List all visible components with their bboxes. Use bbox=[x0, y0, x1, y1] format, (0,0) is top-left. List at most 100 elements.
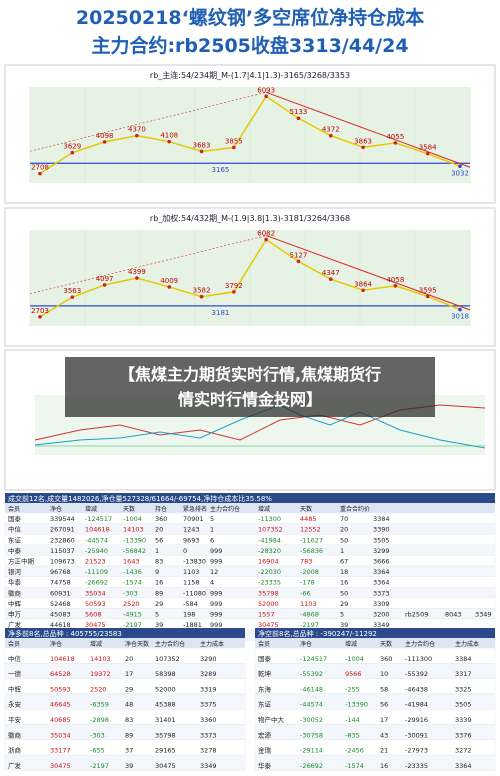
table-cell: -111300 bbox=[405, 655, 432, 663]
price-point bbox=[425, 151, 430, 156]
banner-text: 情实时行情金投网】 bbox=[178, 390, 322, 409]
table-header: 主力合约仓 bbox=[405, 640, 435, 648]
price-label: 5127 bbox=[290, 251, 308, 259]
table-row-bg bbox=[4, 523, 496, 535]
price-label: 4399 bbox=[128, 268, 146, 276]
table-cell: -11300 bbox=[258, 515, 281, 523]
table-cell: 30475 bbox=[155, 762, 176, 770]
table-cell: 50 bbox=[340, 589, 348, 597]
table-cell: 3390 bbox=[373, 526, 390, 534]
table-cell: 35798 bbox=[258, 589, 279, 597]
trend-line bbox=[265, 235, 471, 311]
table-header: 增减 bbox=[345, 640, 357, 648]
table-cell: 29165 bbox=[155, 747, 176, 755]
table-cell: 华泰 bbox=[258, 761, 272, 770]
table-cell: 5 bbox=[340, 611, 344, 619]
trend-line bbox=[265, 91, 471, 168]
table-cell: -1004 bbox=[123, 515, 142, 523]
table-cell: -11109 bbox=[85, 568, 108, 576]
price-point bbox=[393, 284, 398, 288]
table-header: 净仓 bbox=[50, 640, 62, 648]
price-point bbox=[264, 237, 268, 242]
price-label: 4347 bbox=[322, 269, 340, 277]
table-cell: -46438 bbox=[405, 685, 428, 693]
table-cell: -56842 bbox=[123, 547, 146, 555]
table-cell: -23335 bbox=[405, 762, 428, 770]
price-point bbox=[232, 145, 236, 150]
table-cell: -13830 bbox=[183, 558, 206, 566]
table-cell: 999 bbox=[210, 600, 222, 608]
table-cell: 3364 bbox=[373, 579, 390, 587]
table-title-bar bbox=[5, 493, 495, 503]
table-cell: 19372 bbox=[90, 670, 111, 678]
table-header: 净仓天数 bbox=[125, 640, 149, 648]
table-cell: -55392 bbox=[405, 670, 428, 678]
price-point bbox=[199, 149, 204, 154]
table-cell: 30475 bbox=[50, 762, 71, 770]
table-cell: 国泰 bbox=[8, 514, 22, 523]
table-cell: -2456 bbox=[345, 747, 364, 755]
price-label: 3018 bbox=[451, 313, 469, 321]
table-header: 增减 bbox=[90, 640, 102, 648]
table-cell: 16 bbox=[380, 762, 388, 770]
table-title-bar bbox=[5, 628, 245, 638]
table-cell: -30758 bbox=[300, 731, 323, 739]
table-cell: 3505 bbox=[373, 536, 390, 544]
price-point bbox=[70, 150, 75, 155]
price-line bbox=[39, 238, 461, 318]
table-cell: 平安 bbox=[8, 715, 22, 724]
table-cell: 3505 bbox=[455, 701, 472, 709]
table-cell: 999 bbox=[210, 611, 222, 619]
table-cell: -23335 bbox=[258, 579, 281, 587]
table-cell: 1158 bbox=[183, 579, 200, 587]
price-label: 6082 bbox=[257, 230, 275, 238]
table-cell: -1881 bbox=[183, 621, 202, 629]
table-cell: -655 bbox=[90, 747, 105, 755]
table-cell: 5608 bbox=[85, 611, 102, 619]
table-cell: -303 bbox=[123, 589, 138, 597]
table-cell: 43 bbox=[380, 731, 388, 739]
table-cell: 39 bbox=[125, 762, 133, 770]
trend-line bbox=[29, 92, 267, 152]
price-label: 3584 bbox=[419, 144, 437, 152]
price-label: 4055 bbox=[386, 133, 404, 141]
table-cell: -27973 bbox=[405, 747, 428, 755]
table-cell: 物产中大 bbox=[258, 715, 285, 724]
table-cell: 16 bbox=[155, 579, 163, 587]
table-cell: 33177 bbox=[50, 747, 71, 755]
table-cell: 中信 bbox=[8, 525, 22, 534]
table-cell: -584 bbox=[183, 600, 198, 608]
table-cell: -835 bbox=[345, 731, 360, 739]
table-cell: 109673 bbox=[50, 558, 75, 566]
table-cell: 6 bbox=[210, 536, 214, 544]
table-cell: -6359 bbox=[90, 701, 109, 709]
table-cell: 3364 bbox=[373, 568, 390, 576]
reference-label: 3165 bbox=[212, 166, 230, 174]
price-point bbox=[38, 171, 42, 176]
table-cell: 83 bbox=[155, 558, 163, 566]
table-cell: 3384 bbox=[455, 655, 472, 663]
panel-title: rb_加权:54/432期_M-(1.9|3.8|1.3)-3181/3264/… bbox=[150, 213, 350, 223]
table-cell: 232860 bbox=[50, 536, 75, 544]
table-title: 成交前12名,成交量1482026,净仓量527328/61664/-69754… bbox=[8, 494, 272, 503]
table-cell: -4868 bbox=[300, 611, 319, 619]
table-header: 主力合约仓 bbox=[210, 505, 240, 513]
table-cell: 56 bbox=[380, 701, 388, 709]
table-title: 净空前8名,总品种 : -390247/-11292 bbox=[258, 629, 377, 638]
table-cell: 999 bbox=[210, 558, 222, 566]
table-header: 增减 bbox=[258, 505, 270, 513]
price-point bbox=[296, 116, 301, 121]
table-cell: 10 bbox=[380, 670, 388, 678]
table-cell: 3339 bbox=[455, 716, 472, 724]
price-label: 4108 bbox=[160, 132, 178, 140]
table-cell: -2197 bbox=[123, 621, 142, 629]
table-cell: -11627 bbox=[300, 536, 323, 544]
price-label: 3855 bbox=[225, 137, 243, 145]
table-header: 持仓 bbox=[155, 505, 167, 513]
table-cell: 56 bbox=[155, 536, 163, 544]
table-cell: 申万 bbox=[8, 610, 22, 619]
table-cell: 东证 bbox=[8, 535, 22, 544]
table-cell: 3272 bbox=[455, 747, 472, 755]
